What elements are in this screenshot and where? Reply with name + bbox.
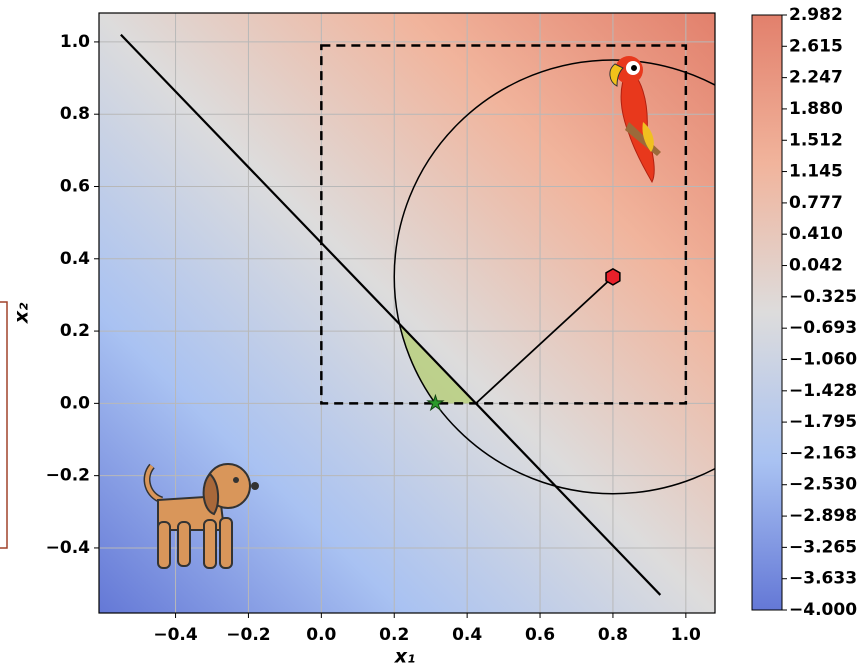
x-axis-label: x₁: [394, 646, 416, 668]
colorbar-tick-label: −2.898: [789, 506, 857, 526]
y-tick-label: −0.2: [46, 466, 90, 486]
x-tick-label: 0.6: [525, 625, 555, 645]
colorbar-tick-label: −4.000: [789, 600, 857, 620]
y-tick-label: 0.8: [60, 104, 90, 124]
y-tick-label: 0.0: [60, 393, 90, 413]
x-tick-label: −0.4: [153, 625, 198, 645]
colorbar-tick-label: −2.530: [789, 475, 857, 495]
x-tick-label: −0.2: [226, 625, 270, 645]
y-tick-label: 1.0: [60, 32, 90, 52]
colorbar-tick-label: −0.325: [789, 287, 857, 307]
colorbar-tick-label: −1.795: [789, 412, 857, 432]
y-tick-label: 0.2: [60, 321, 90, 341]
x-tick-label: 0.0: [306, 625, 336, 645]
colorbar-tick-label: 1.880: [789, 99, 843, 119]
y-tick-label: 0.4: [60, 249, 90, 269]
colorbar-tick-label: −3.265: [789, 537, 857, 557]
colorbar-tick-label: −1.428: [789, 381, 857, 401]
x-tick-label: 0.8: [598, 625, 628, 645]
x-tick-label: 0.4: [452, 625, 482, 645]
chart: x₁ x₂ −0.4 −0.2 0.0 0.2 0.4 0.6 0.8 1.0 −0.4 −0.2…: [0, 0, 868, 667]
colorbar-tick-label: −2.163: [789, 443, 857, 463]
x-tick-label: 1.0: [671, 625, 701, 645]
colorbar-tick-label: −1.060: [789, 349, 857, 369]
colorbar: [752, 15, 782, 610]
side-frame: [0, 302, 7, 548]
colorbar-tick-label: 0.410: [789, 224, 843, 244]
colorbar-tick-label: 1.145: [789, 162, 843, 182]
colorbar-tick-label: 0.042: [789, 256, 843, 276]
colorbar-tick-label: 0.777: [789, 193, 843, 213]
colorbar-tick-label: 2.615: [789, 36, 843, 56]
colorbar-tick-label: 2.982: [789, 5, 843, 25]
colorbar-tick-label: 1.512: [789, 130, 843, 150]
y-tick-label: −0.4: [46, 538, 91, 558]
y-tick-label: 0.6: [60, 176, 90, 196]
colorbar-tick-label: −0.693: [789, 318, 857, 338]
colorbar-tick-label: 2.247: [789, 68, 843, 88]
y-axis-label: x₂: [11, 302, 33, 324]
x-tick-label: 0.2: [379, 625, 409, 645]
colorbar-tick-label: −3.633: [789, 569, 857, 589]
input-point: [606, 269, 620, 285]
